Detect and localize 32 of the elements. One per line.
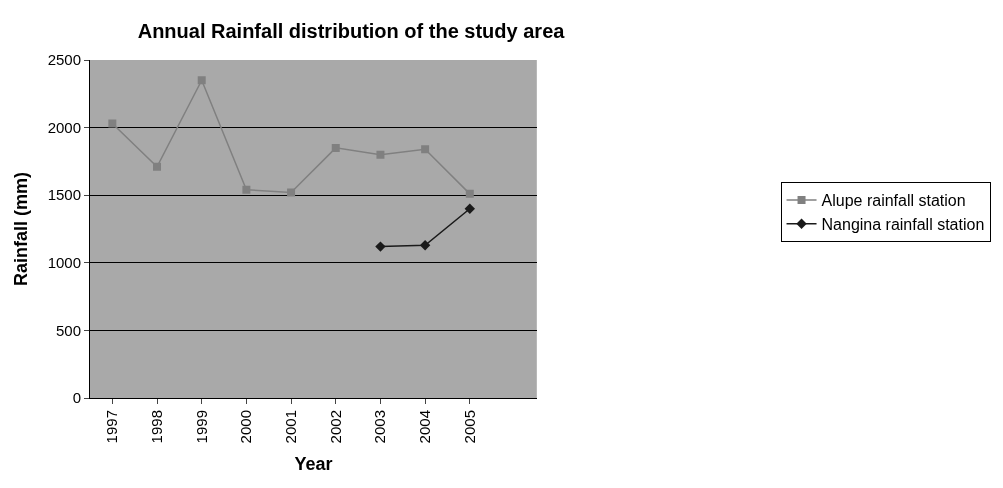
point <box>108 119 117 128</box>
y-axis-title: Rainfall (mm) <box>10 171 31 287</box>
point <box>465 189 474 198</box>
legend-label: Nangina rainfall station <box>821 216 985 234</box>
x-tick-label: 2004 <box>415 410 433 444</box>
point <box>197 76 206 85</box>
point <box>331 143 340 152</box>
point <box>421 145 430 154</box>
chart-title: Annual Rainfall distribution of the study area <box>137 20 566 43</box>
x-tick-label: 2003 <box>371 410 389 444</box>
legend-label: Alupe rainfall station <box>821 192 966 210</box>
y-tick-label: 1500 <box>47 186 81 204</box>
x-tick-label: 2001 <box>281 410 299 444</box>
point <box>376 150 385 159</box>
point <box>464 203 475 214</box>
x-axis-title: Year <box>294 454 333 475</box>
point <box>153 162 162 171</box>
point <box>375 241 386 252</box>
x-tick-label: 1999 <box>192 410 210 444</box>
x-tick-label: 2005 <box>460 410 478 444</box>
y-tick-label: 0 <box>72 389 81 407</box>
x-tick-label: 2000 <box>237 410 255 444</box>
point <box>287 188 296 197</box>
y-tick-label: 1000 <box>47 254 81 272</box>
y-tick-label: 2000 <box>47 118 81 136</box>
x-tick-label: 1998 <box>147 410 165 444</box>
y-tick-label: 2500 <box>47 51 81 69</box>
y-tick-label: 500 <box>55 321 81 339</box>
point <box>419 240 431 251</box>
x-tick-label: 2002 <box>326 410 344 444</box>
point <box>242 185 251 194</box>
x-tick-label: 1997 <box>103 410 121 444</box>
